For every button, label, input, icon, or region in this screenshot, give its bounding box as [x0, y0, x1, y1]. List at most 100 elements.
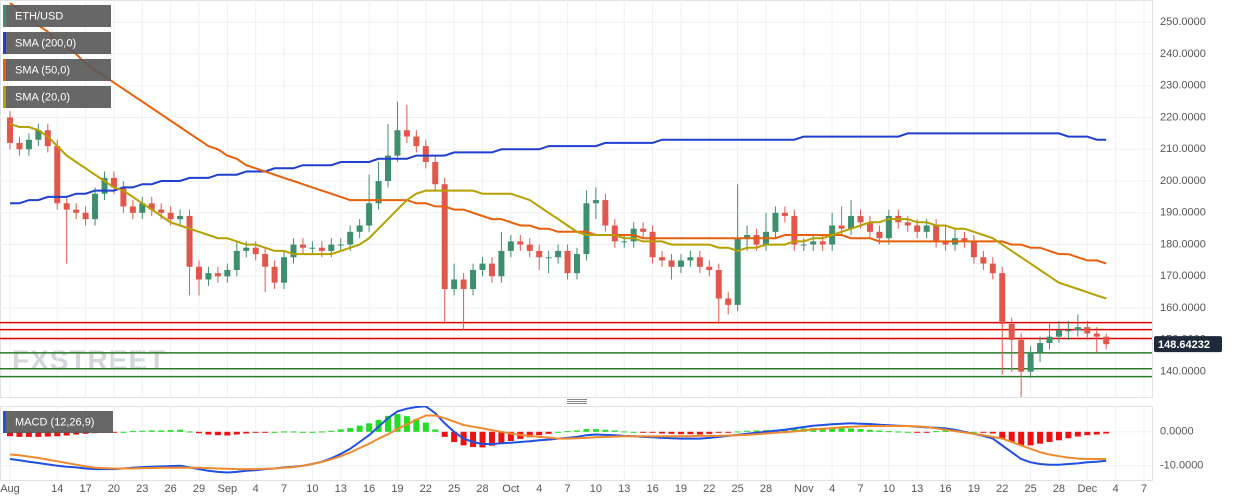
candle-body [999, 273, 1006, 324]
candle-body [885, 215, 892, 239]
candle-body [413, 136, 420, 147]
candle-body [129, 206, 136, 213]
y-tick-label: 190.0000 [1160, 207, 1206, 219]
x-tick-label: 23 [136, 483, 148, 495]
x-tick-label: 17 [79, 483, 91, 495]
x-tick-label: 22 [420, 483, 432, 495]
histogram-bar [470, 431, 477, 448]
candle-body [942, 241, 949, 245]
legend-label: SMA (20,0) [15, 91, 70, 103]
histogram-bar [706, 431, 713, 434]
candle-body [337, 244, 344, 246]
y-tick-label: 140.0000 [1160, 365, 1206, 377]
x-tick-label: 19 [391, 483, 403, 495]
x-tick-label: Oct [502, 483, 519, 495]
histogram-bar [1008, 431, 1015, 442]
legend-swatch [3, 59, 6, 81]
sma-line [9, 122, 1107, 300]
histogram-bar [734, 431, 741, 433]
histogram-bar [120, 431, 127, 433]
x-tick-label: 14 [51, 483, 63, 495]
histogram-bar [876, 430, 883, 432]
candle-body [479, 263, 486, 270]
candle-body [158, 209, 165, 213]
legend-box [3, 411, 113, 433]
last-price-box [1154, 336, 1222, 353]
histogram-bar [233, 431, 240, 435]
legend-swatch [3, 32, 6, 54]
y-tick-label: 250.0000 [1160, 16, 1206, 28]
histogram-bar [290, 431, 297, 433]
histogram-bar [385, 415, 391, 432]
y-tick-label: 170.0000 [1160, 270, 1206, 282]
candle-body [507, 241, 514, 251]
candle-body [1008, 323, 1015, 340]
candle-body [54, 146, 61, 204]
histogram-bar [555, 431, 562, 433]
candle-body [148, 203, 155, 210]
histogram-bar [914, 431, 921, 433]
candle-body [110, 177, 117, 188]
histogram-bar [318, 431, 325, 433]
candle-body [753, 235, 760, 245]
candle-body [82, 212, 89, 220]
candle-body [394, 130, 401, 156]
candle-body [271, 266, 278, 283]
histogram-bar [1018, 431, 1025, 446]
histogram-bar [309, 431, 316, 433]
histogram-bar [1037, 431, 1044, 444]
x-tick-label: 26 [165, 483, 177, 495]
candle-body [73, 209, 80, 213]
x-tick-label: 20 [108, 483, 120, 495]
histogram-bar [989, 431, 996, 434]
histogram-bar [432, 429, 439, 432]
candle-body [989, 263, 996, 274]
histogram-bar [933, 431, 940, 433]
candle-body [923, 225, 930, 232]
histogram-bar [866, 429, 873, 432]
histogram-bar [848, 428, 855, 432]
histogram-bar [1065, 431, 1072, 439]
resize-handle[interactable] [567, 399, 587, 404]
candle-body [44, 130, 51, 147]
candle-body [725, 298, 732, 305]
candle-body [715, 269, 722, 299]
histogram-bar [148, 430, 155, 432]
candle-body [1055, 330, 1062, 337]
legend-swatch [3, 411, 6, 433]
candle-body [356, 225, 363, 232]
candle-body [668, 260, 675, 267]
candle-body [196, 266, 202, 280]
histogram-bar [1046, 431, 1053, 442]
macd-panel [0, 406, 1153, 481]
histogram-bar [970, 431, 977, 433]
x-tick-label: 22 [996, 483, 1008, 495]
candle-body [233, 250, 240, 270]
x-tick-label: 19 [968, 483, 980, 495]
histogram-bar [1093, 431, 1100, 435]
histogram-bar [904, 431, 911, 433]
candle-body [1084, 327, 1091, 334]
legend-swatch [3, 5, 6, 27]
histogram-bar [413, 418, 420, 432]
histogram-bar [507, 431, 514, 441]
x-tick-label: Dec [1078, 483, 1098, 495]
candle-body [470, 269, 477, 290]
candle-body [214, 273, 221, 277]
candle-body [451, 279, 458, 290]
candle-body [177, 215, 184, 220]
candle-body [252, 247, 259, 255]
y-tick-label: 220.0000 [1160, 111, 1206, 123]
candle-body [243, 247, 250, 251]
histogram-bar [186, 431, 193, 433]
histogram-bar [687, 431, 694, 435]
histogram-bar [999, 431, 1006, 439]
price-panel [0, 0, 1153, 398]
candle-body [800, 244, 807, 246]
histogram-bar [696, 431, 703, 435]
histogram-bar [885, 431, 892, 433]
histogram-bar [592, 429, 599, 432]
candle-body [441, 184, 448, 290]
histogram-bar [583, 429, 590, 432]
histogram-bar [7, 431, 13, 437]
